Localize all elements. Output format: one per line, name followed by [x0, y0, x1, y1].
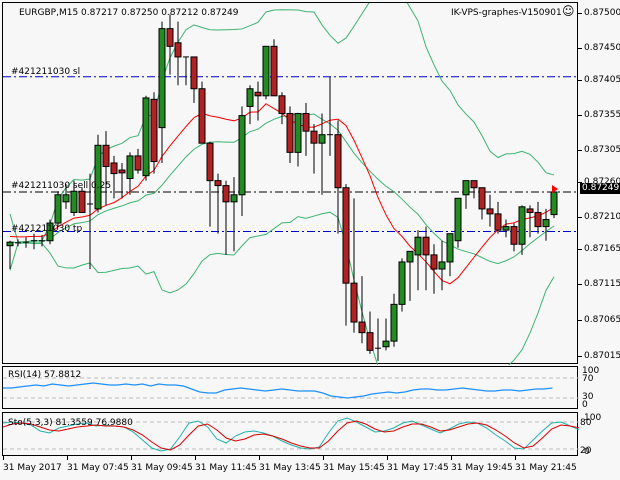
price-tick	[578, 356, 582, 357]
price-label: 0.87355	[584, 110, 620, 120]
time-tick	[387, 456, 388, 460]
rsi-level-label: 70	[582, 374, 594, 384]
sto-level-label: 0	[584, 447, 590, 457]
price-tick	[578, 182, 582, 183]
price-tick	[578, 320, 582, 321]
rsi-panel[interactable]: RSI(14) 57.8812	[2, 366, 579, 409]
time-label: 31 May 17:45	[387, 463, 449, 473]
price-tick	[578, 80, 582, 81]
sto-level-label: 20	[580, 446, 592, 456]
price-label: 0.87065	[584, 315, 620, 325]
sto-level-label: 100	[584, 413, 602, 423]
price-label: 0.87165	[584, 244, 620, 254]
time-label: 31 May 2017	[3, 463, 62, 473]
smiley-icon[interactable]: ☺	[562, 4, 575, 18]
time-tick	[515, 456, 516, 460]
price-label: 0.87450	[584, 43, 620, 53]
price-label: 0.87210	[584, 212, 620, 222]
price-label: 0.87500	[584, 8, 620, 18]
price-label: 0.87305	[584, 145, 620, 155]
stochastic-label: Sto(5,3,3) 81.3559 76.9880	[8, 418, 133, 428]
price-tick	[578, 13, 582, 14]
time-tick	[131, 456, 132, 460]
stochastic-canvas	[3, 417, 579, 452]
time-tick	[323, 456, 324, 460]
time-label: 31 May 09:45	[131, 463, 193, 473]
tp-line-label: #421211030 tp	[11, 224, 83, 234]
time-tick	[3, 456, 4, 460]
time-label: 31 May 13:45	[259, 463, 321, 473]
time-tick	[259, 456, 260, 460]
current-price-tag: 0.87249	[580, 183, 620, 194]
stochastic-panel[interactable]: Sto(5,3,3) 81.3559 76.9880	[2, 412, 579, 456]
time-label: 31 May 07:45	[67, 463, 129, 473]
rsi-level-label: 0	[582, 400, 588, 410]
time-label: 31 May 15:45	[323, 463, 385, 473]
price-tick	[578, 115, 582, 116]
price-label: 0.87405	[584, 75, 620, 85]
price-chart-canvas	[3, 3, 579, 365]
time-label: 31 May 21:45	[515, 463, 577, 473]
rsi-level-label: 30	[582, 392, 594, 402]
sl-line-label: #421211030 sl	[11, 67, 81, 77]
price-label: 0.87115	[584, 279, 620, 289]
time-label: 31 May 19:45	[451, 463, 513, 473]
time-tick	[195, 456, 196, 460]
price-tick	[578, 249, 582, 250]
time-tick	[451, 456, 452, 460]
entry-line-label: #421211030 sell 0.25	[11, 181, 112, 191]
price-tick	[578, 217, 582, 218]
time-label: 31 May 11:45	[195, 463, 257, 473]
price-chart-panel[interactable]: EURGBP,M15 0.87217 0.87250 0.87212 0.872…	[2, 2, 579, 365]
price-tick	[578, 48, 582, 49]
symbol-info: EURGBP,M15 0.87217 0.87250 0.87212 0.872…	[19, 8, 239, 18]
price-tick	[578, 150, 582, 151]
price-label: 0.87260	[584, 177, 620, 187]
price-tick	[578, 284, 582, 285]
account-label: IK-VPS-graphes-V150901	[451, 8, 562, 18]
time-tick	[67, 456, 68, 460]
rsi-level-label: 100	[582, 366, 600, 376]
rsi-canvas	[3, 377, 579, 399]
sto-level-label: 80	[580, 418, 592, 428]
price-label: 0.87015	[584, 351, 620, 361]
rsi-label: RSI(14) 57.8812	[8, 370, 82, 380]
